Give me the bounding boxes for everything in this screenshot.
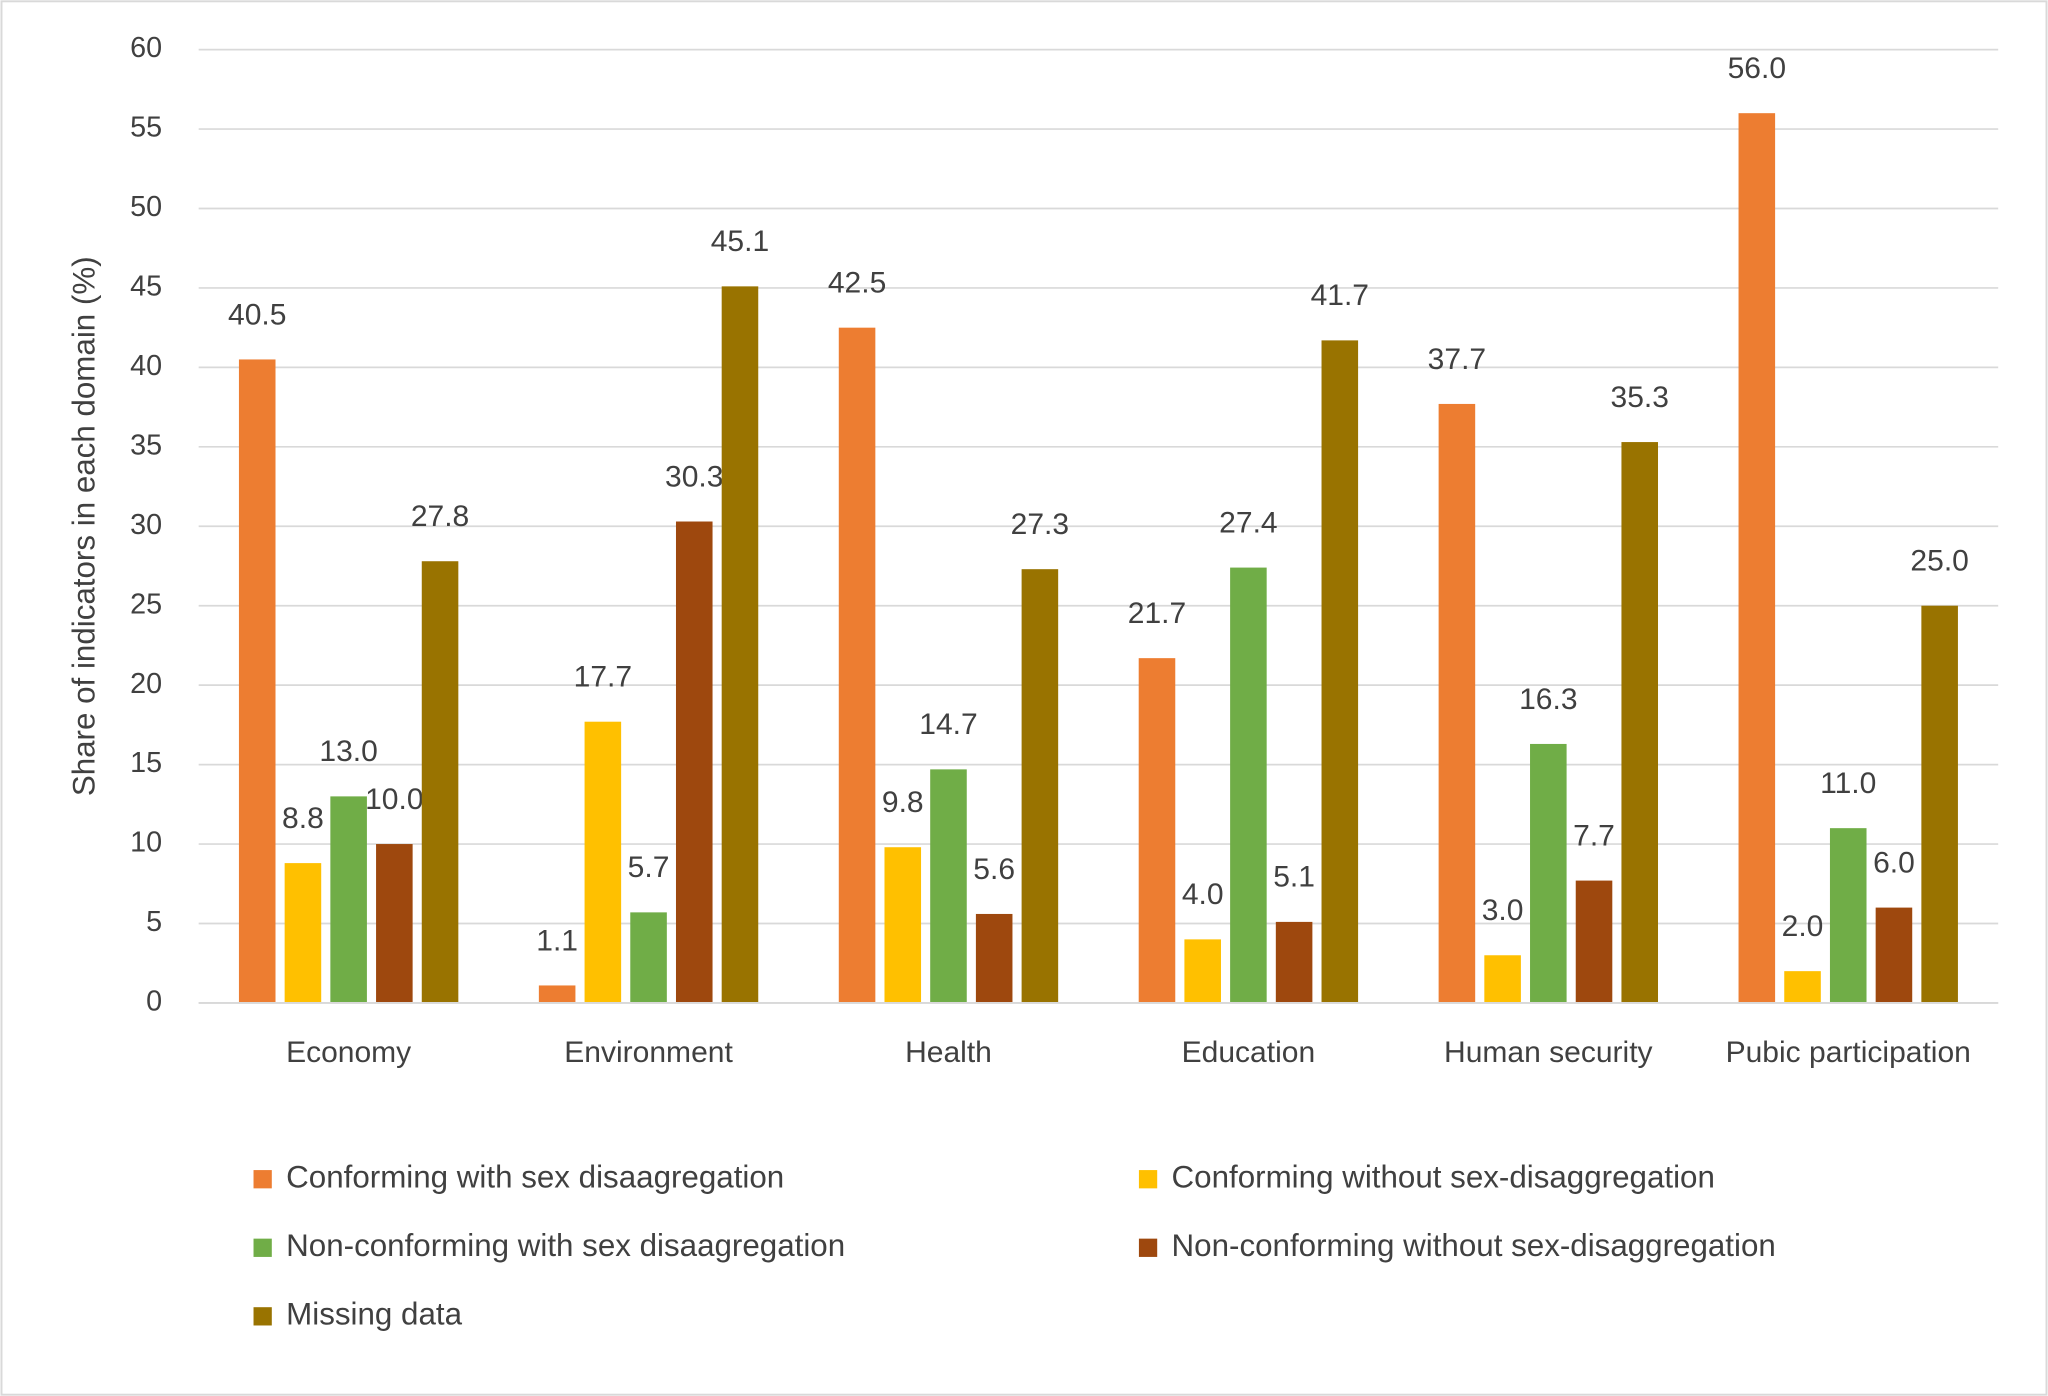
value-label: 27.4 [1219,506,1277,539]
bar [630,912,667,1003]
value-label: 37.7 [1428,343,1486,376]
value-label: 1.1 [536,924,578,957]
legend-swatch [253,1170,272,1189]
bar [238,359,276,1003]
value-label: 17.7 [574,661,632,694]
bar [1184,939,1221,1003]
value-label: 5.7 [628,851,670,884]
value-label: 21.7 [1128,597,1186,630]
legend-swatch [253,1307,272,1326]
value-label: 4.0 [1182,878,1224,911]
value-label: 27.8 [411,500,469,533]
bar [1621,442,1659,1003]
bar [930,769,967,1003]
x-tick-label: Pubic participation [1726,1036,1971,1069]
bar [1921,605,1958,1003]
bar [284,863,322,1003]
value-label: 13.0 [319,735,377,768]
value-label: 8.8 [282,802,324,835]
value-label: 35.3 [1611,381,1669,414]
y-tick-label: 0 [146,986,162,1018]
legend-swatch [1138,1238,1158,1257]
legend-swatch [253,1238,272,1257]
bar [838,327,876,1003]
bar [975,913,1013,1003]
y-tick-label: 55 [130,112,162,144]
legend-label: Conforming without sex-disaggregation [1172,1160,1715,1195]
bar [421,561,459,1003]
x-tick-label: Economy [286,1036,411,1069]
y-tick-label: 50 [130,191,162,223]
bar [1275,921,1313,1003]
value-label: 3.0 [1482,894,1524,927]
legend-label: Conforming with sex disaagregation [286,1160,784,1195]
bar [1575,880,1613,1003]
bar [538,985,576,1003]
y-tick-label: 60 [130,32,162,64]
bar [1875,907,1913,1003]
value-label: 16.3 [1519,683,1577,716]
y-tick-label: 30 [130,509,162,541]
bar [584,721,622,1003]
value-label: 11.0 [1820,767,1876,800]
value-label: 5.6 [973,853,1015,886]
bar [1438,403,1476,1003]
bar [1321,340,1359,1003]
legend-label: Non-conforming without sex-disaggregatio… [1172,1228,1776,1263]
y-tick-label: 15 [130,747,162,779]
bar [884,847,922,1003]
y-tick-label: 35 [130,429,162,461]
x-tick-label: Health [905,1036,992,1069]
x-tick-label: Education [1182,1036,1316,1069]
bar [1784,971,1821,1003]
y-tick-label: 40 [130,350,162,382]
value-label: 27.3 [1011,508,1069,541]
value-label: 5.1 [1273,861,1315,894]
value-label: 9.8 [882,786,924,819]
bar [330,796,367,1003]
bar [1484,955,1521,1003]
value-label: 30.3 [665,460,723,493]
value-label: 2.0 [1782,910,1824,943]
value-label: 7.7 [1573,819,1615,852]
bar [1021,569,1059,1003]
value-label: 10.0 [365,783,423,816]
bar [1738,113,1776,1003]
bar [1138,658,1176,1003]
y-tick-label: 25 [130,588,162,620]
bar [1230,567,1267,1003]
value-label: 6.0 [1873,846,1915,879]
value-label: 42.5 [828,267,886,300]
y-tick-label: 45 [130,271,162,303]
y-tick-label: 5 [146,906,162,938]
y-axis-title: Share of indicators in each domain (%) [67,256,102,796]
value-label: 41.7 [1311,279,1369,312]
bar [675,521,713,1003]
value-label: 56.0 [1728,52,1786,85]
bar [1530,743,1567,1003]
value-label: 25.0 [1910,545,1968,578]
value-label: 45.1 [711,225,769,258]
y-tick-label: 10 [130,827,162,859]
bar [721,286,759,1003]
bar [1829,828,1867,1003]
y-tick-label: 20 [130,668,162,700]
value-label: 40.5 [228,298,286,331]
value-label: 14.7 [919,708,977,741]
x-tick-label: Environment [564,1036,733,1069]
legend-label: Missing data [286,1297,462,1332]
legend-label: Non-conforming with sex disaagregation [286,1228,845,1263]
x-tick-label: Human security [1444,1036,1653,1069]
bar [376,844,413,1003]
legend-swatch [1138,1170,1158,1189]
